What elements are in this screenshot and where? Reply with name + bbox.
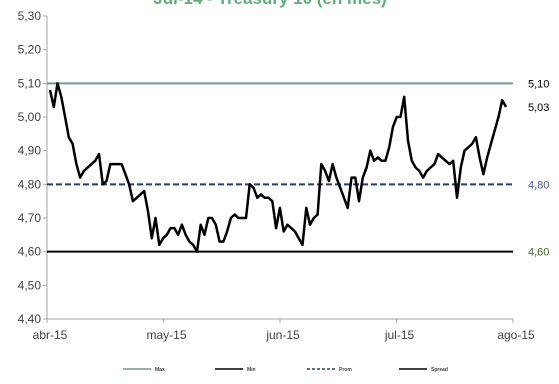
legend-label-max: Max <box>155 367 165 373</box>
x-tick-label: jul-15 <box>384 328 415 342</box>
x-tick-label: ago-15 <box>497 328 535 342</box>
series-line-spread <box>48 82 508 253</box>
value-annotations: 5,10 4,60 4,80 5,03 <box>528 78 549 258</box>
x-tick-label: may-15 <box>146 328 186 342</box>
y-tick-label: 4,50 <box>18 278 42 292</box>
y-tick-label: 4,40 <box>18 312 42 326</box>
x-axis: abr-15 may-15 jun-15 jul-15 ago-15 <box>33 318 535 342</box>
legend: Max Min Prom Spread <box>123 367 448 373</box>
legend-label-min: Min <box>247 367 256 373</box>
y-tick-label: 5,10 <box>18 76 42 90</box>
y-axis: 4,40 4,50 4,60 4,70 4,80 4,90 5,00 5,10 5,20 5,30 <box>18 9 48 326</box>
ref-label-prom: 4,80 <box>528 179 549 191</box>
y-tick-label: 4,60 <box>18 245 42 259</box>
series-last-value-label: 5,03 <box>528 102 549 114</box>
x-tick-label: abr-15 <box>33 328 68 342</box>
chart-title: Jul-14 - Treasury 10 (en mes) <box>153 0 386 8</box>
y-tick-label: 4,70 <box>18 211 42 225</box>
y-tick-label: 4,90 <box>18 144 42 158</box>
y-tick-label: 5,30 <box>18 9 42 23</box>
reference-lines <box>47 82 513 253</box>
y-tick-label: 4,80 <box>18 177 42 191</box>
x-tick-label: jun-15 <box>265 328 300 342</box>
series-layer <box>48 82 508 253</box>
ref-label-min: 4,60 <box>528 247 549 259</box>
ref-label-max: 5,10 <box>528 78 549 90</box>
legend-label-prom: Prom <box>339 367 352 373</box>
y-tick-label: 5,00 <box>18 110 42 124</box>
legend-label-spread: Spread <box>431 367 448 373</box>
y-tick-label: 5,20 <box>18 43 42 57</box>
